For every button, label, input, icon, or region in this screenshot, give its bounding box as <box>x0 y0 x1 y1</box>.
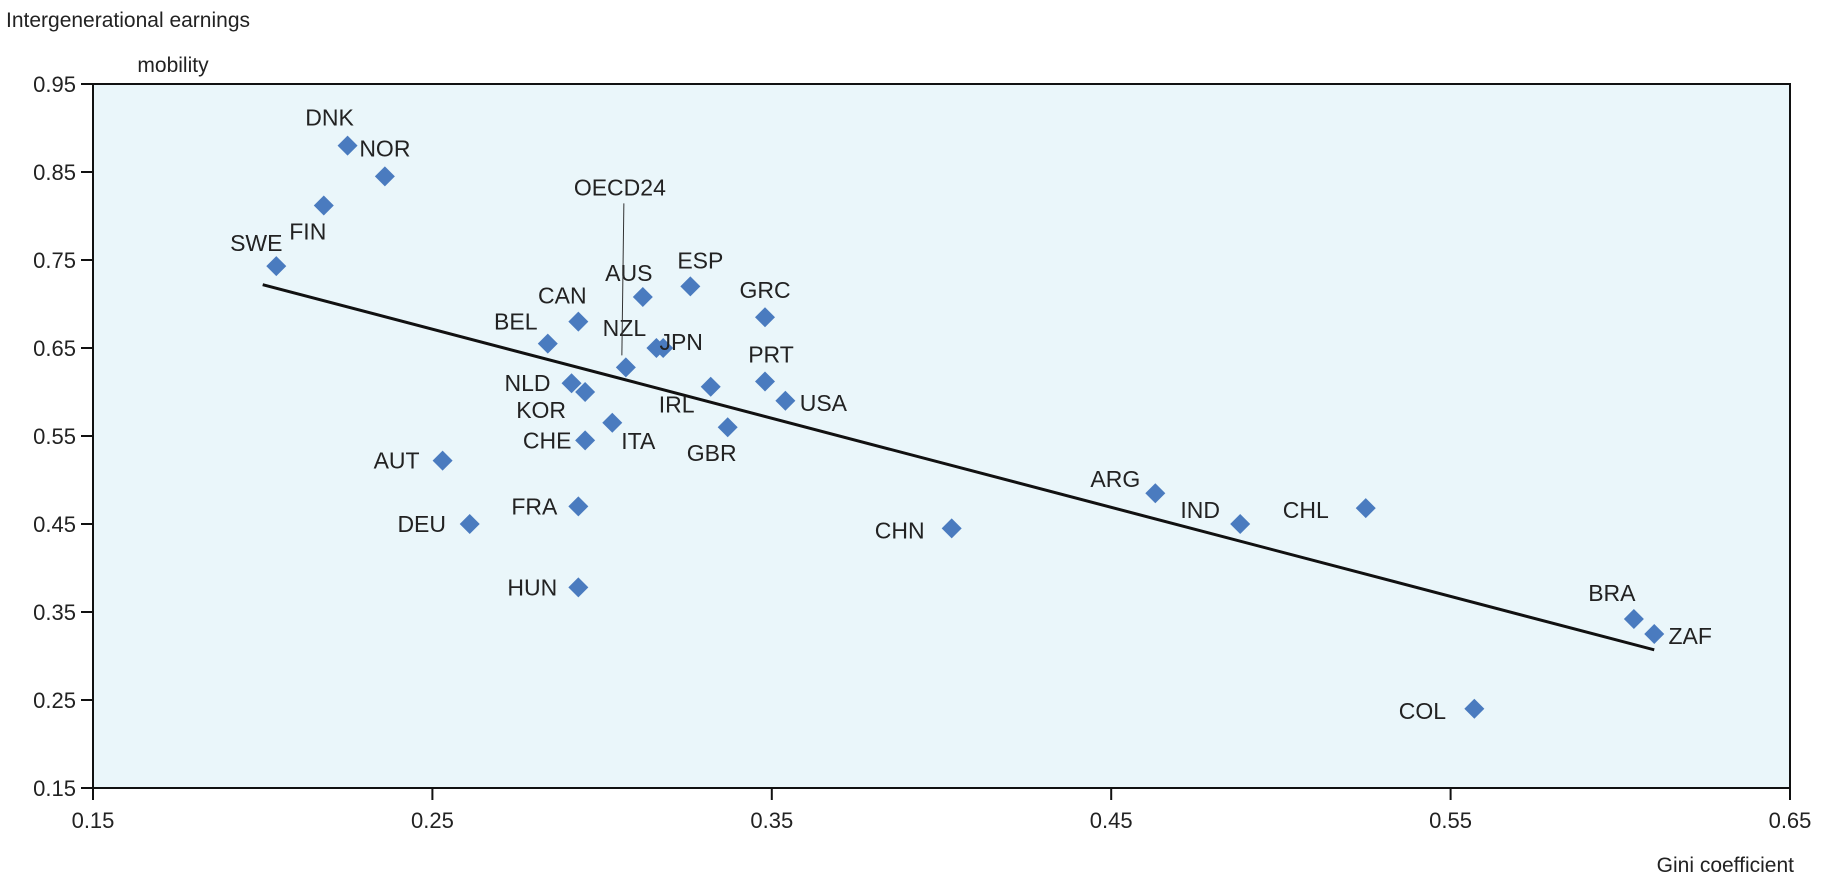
point-label-chl: CHL <box>1283 497 1329 523</box>
point-label-ind: IND <box>1180 497 1220 523</box>
data-point-fra <box>568 496 589 517</box>
x-tick-label: 0.25 <box>411 808 454 833</box>
data-point-aus <box>632 286 653 307</box>
y-axis-title-line-2: mobility <box>137 54 209 77</box>
y-tick-label: 0.25 <box>33 688 76 713</box>
data-point-usa <box>775 390 796 411</box>
y-axis-title-line-1: Intergenerational earnings <box>6 9 250 32</box>
point-label-swe: SWE <box>230 230 282 256</box>
y-tick-label: 0.85 <box>33 160 76 185</box>
data-point-hun <box>568 577 589 598</box>
leader-line-oecd24 <box>621 203 625 356</box>
point-label-nld: NLD <box>505 370 551 396</box>
data-point-esp <box>680 276 701 297</box>
point-label-fin: FIN <box>289 218 326 244</box>
point-label-deu: DEU <box>397 511 446 537</box>
point-label-nzl: NZL <box>603 315 647 341</box>
y-tick-label: 0.35 <box>33 600 76 625</box>
point-label-bel: BEL <box>494 309 538 335</box>
x-tick-label: 0.35 <box>750 808 793 833</box>
point-label-dnk: DNK <box>305 105 354 131</box>
plot-area <box>92 83 1791 789</box>
point-label-nor: NOR <box>359 135 410 161</box>
point-label-arg: ARG <box>1090 466 1140 492</box>
y-tick-label: 0.45 <box>33 512 76 537</box>
data-point-oecd24 <box>615 357 636 378</box>
point-label-che: CHE <box>523 427 572 453</box>
point-label-prt: PRT <box>748 341 794 367</box>
point-label-jpn: JPN <box>659 329 702 355</box>
data-point-nor <box>374 166 395 187</box>
y-tick-label: 0.95 <box>33 72 76 97</box>
y-axis-title: Intergenerational earnings mobility <box>6 9 250 77</box>
data-point-chl <box>1355 498 1376 519</box>
x-tick-label: 0.65 <box>1769 808 1812 833</box>
point-label-zaf: ZAF <box>1669 623 1712 649</box>
point-label-aus: AUS <box>605 260 652 286</box>
y-axis: 0.15 0.25 0.35 0.45 0.55 0.65 0.75 0.85 0.95 <box>33 72 93 801</box>
y-tick-label: 0.55 <box>33 424 76 449</box>
y-tick-label: 0.65 <box>33 336 76 361</box>
data-point-prt <box>755 371 776 392</box>
trend-line <box>262 283 1655 652</box>
data-point-can <box>568 311 589 332</box>
point-label-can: CAN <box>538 283 587 309</box>
point-label-grc: GRC <box>739 277 790 303</box>
data-point-ita <box>602 412 623 433</box>
data-point-deu <box>459 514 480 534</box>
x-tick-label: 0.45 <box>1090 808 1133 833</box>
point-label-esp: ESP <box>677 247 723 273</box>
point-label-aut: AUT <box>374 448 420 474</box>
y-tick-label: 0.15 <box>33 776 76 801</box>
point-label-fra: FRA <box>511 493 558 519</box>
point-label-gbr: GBR <box>687 440 737 466</box>
data-point-aut <box>432 450 453 471</box>
point-label-ita: ITA <box>621 428 656 454</box>
data-point-nld <box>561 373 582 394</box>
point-label-hun: HUN <box>507 574 557 600</box>
data-point-jpn <box>653 338 674 358</box>
data-point-kor <box>575 382 596 402</box>
data-point-irl <box>700 376 721 397</box>
point-label-oecd24: OECD24 <box>574 174 666 200</box>
point-label-usa: USA <box>800 390 848 416</box>
point-label-chn: CHN <box>875 517 925 543</box>
x-axis-title: Gini coefficient <box>1657 854 1795 877</box>
point-label-kor: KOR <box>516 397 566 423</box>
x-axis: 0.15 0.25 0.35 0.45 0.55 0.65 <box>72 788 1812 833</box>
data-point-arg <box>1145 483 1166 504</box>
data-point-chn <box>941 518 962 539</box>
data-point-dnk <box>337 135 358 156</box>
data-point-zaf <box>1644 624 1665 644</box>
point-label-bra: BRA <box>1588 580 1636 606</box>
data-point-fin <box>313 195 334 216</box>
data-point-gbr <box>717 417 738 438</box>
x-tick-label: 0.55 <box>1429 808 1472 833</box>
data-point-grc <box>755 307 776 328</box>
data-point-swe <box>266 256 287 277</box>
y-tick-label: 0.75 <box>33 248 76 273</box>
x-tick-label: 0.15 <box>72 808 115 833</box>
data-point-col <box>1464 698 1485 719</box>
data-point-che <box>575 430 596 451</box>
data-point-ind <box>1230 514 1251 534</box>
data-point-bra <box>1623 609 1644 630</box>
data-point-bel <box>537 333 558 354</box>
point-label-irl: IRL <box>659 392 695 418</box>
point-label-col: COL <box>1399 698 1447 724</box>
